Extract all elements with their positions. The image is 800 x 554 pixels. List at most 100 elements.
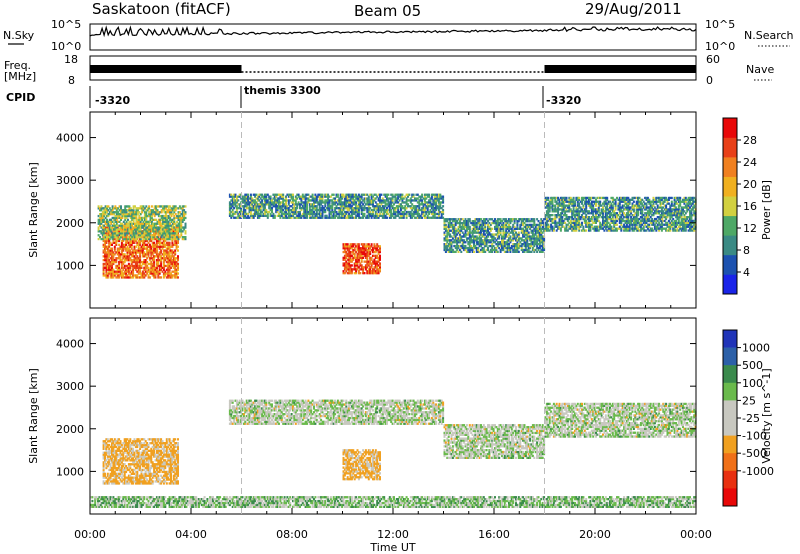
date-title: 29/Aug/2011 bbox=[585, 0, 682, 18]
echo-region bbox=[342, 243, 381, 275]
xtick-label: 20:00 bbox=[579, 528, 611, 541]
ytick-label: 3000 bbox=[56, 174, 84, 187]
noise-left-tick-bottom: 10^0 bbox=[51, 40, 81, 53]
colorbar-tick-label: 16 bbox=[743, 200, 757, 213]
xtick-label: 12:00 bbox=[377, 528, 409, 541]
colorbar-segment bbox=[723, 196, 737, 217]
colorbar-tick-label: 4 bbox=[743, 266, 750, 279]
ytick-label: 2000 bbox=[56, 217, 84, 230]
freq-right-tick-top: 60 bbox=[706, 53, 720, 66]
xtick-label: 00:00 bbox=[74, 528, 106, 541]
xtick-label: 08:00 bbox=[276, 528, 308, 541]
colorbar-segment bbox=[723, 254, 737, 275]
velocity-colorbar-label: Velocity [m s^-1] bbox=[760, 368, 773, 463]
frequency-trace bbox=[90, 65, 696, 73]
colorbar-tick-label: -500 bbox=[742, 447, 767, 460]
colorbar-segment bbox=[723, 137, 737, 158]
echo-region bbox=[443, 218, 546, 253]
colorbar-tick-label: 12 bbox=[743, 222, 757, 235]
power-axes: 1000 2000 3000 4000 bbox=[56, 112, 697, 308]
noise-panel: N.Sky 10^5 10^0 10^5 10^0 N.Search bbox=[3, 18, 794, 53]
colorbar-segment bbox=[723, 330, 737, 348]
noise-left-label: N.Sky bbox=[3, 29, 35, 42]
colorbar-segment bbox=[723, 157, 737, 177]
echo-region bbox=[97, 205, 187, 241]
power-colorbar: 4 8 12 16 20 24 28 bbox=[722, 117, 757, 295]
colorbar-tick-label: 24 bbox=[743, 156, 757, 169]
noise-right-tick-top: 10^5 bbox=[705, 18, 735, 31]
power-colorbar-label: Power [dB] bbox=[760, 180, 773, 240]
ytick-label: 4000 bbox=[56, 132, 84, 145]
colorbar-tick-label: -25 bbox=[742, 412, 760, 425]
velocity-ylabel: Slant Range [km] bbox=[27, 368, 40, 464]
colorbar-segment bbox=[723, 365, 737, 384]
cpid-segment-3: -3320 bbox=[546, 94, 582, 107]
velocity-heatmap bbox=[90, 399, 697, 508]
colorbar-segment bbox=[723, 347, 737, 366]
velocity-colorbar: 1000 500 100 25 -25 -100 -500 -1000 bbox=[722, 329, 774, 507]
freq-band-3 bbox=[544, 65, 696, 73]
echo-region bbox=[102, 438, 179, 485]
colorbar-segment bbox=[723, 453, 737, 472]
xtick-label: 04:00 bbox=[175, 528, 207, 541]
noise-left-tick-top: 10^5 bbox=[51, 18, 81, 31]
freq-left-tick-bottom: 8 bbox=[68, 74, 75, 87]
echo-region bbox=[544, 196, 697, 232]
time-axis-label: Time UT bbox=[369, 541, 415, 554]
freq-right-tick-bottom: 0 bbox=[706, 74, 713, 87]
colorbar-segment bbox=[723, 215, 737, 236]
cpid-label: CPID bbox=[6, 91, 35, 104]
colorbar-segment bbox=[723, 470, 737, 489]
colorbar-segment bbox=[723, 176, 737, 197]
noise-right-tick-bottom: 10^0 bbox=[705, 40, 735, 53]
xtick-label: 16:00 bbox=[478, 528, 510, 541]
ytick-label: 3000 bbox=[56, 380, 84, 393]
noise-trace bbox=[89, 25, 697, 38]
cpid-segment-2: themis 3300 bbox=[244, 84, 321, 97]
beam-title: Beam 05 bbox=[354, 2, 421, 20]
colorbar-segment bbox=[723, 382, 737, 401]
freq-band-1 bbox=[90, 65, 242, 73]
colorbar-tick-label: 25 bbox=[742, 394, 756, 407]
nave-label: Nave bbox=[746, 63, 774, 76]
ytick-label: 1000 bbox=[56, 259, 84, 272]
power-ylabel: Slant Range [km] bbox=[27, 162, 40, 258]
colorbar-segment bbox=[723, 235, 737, 256]
colorbar-tick-label: 20 bbox=[743, 178, 757, 191]
colorbar-segment bbox=[723, 418, 737, 436]
station-title: Saskatoon (fitACF) bbox=[92, 0, 231, 18]
ytick-label: 1000 bbox=[56, 465, 84, 478]
cpid-segment-1: -3320 bbox=[95, 94, 131, 107]
colorbar-tick-label: 100 bbox=[742, 377, 763, 390]
echo-region bbox=[342, 449, 381, 481]
noise-right-label: N.Search bbox=[744, 29, 794, 42]
ytick-label: 4000 bbox=[56, 338, 84, 351]
power-panel: 1000 2000 3000 4000 Slant Range [km] bbox=[27, 111, 697, 309]
colorbar-segment bbox=[723, 274, 737, 295]
noise-line bbox=[89, 25, 697, 38]
colorbar-tick-label: -1000 bbox=[742, 465, 774, 478]
ytick-label: 2000 bbox=[56, 423, 84, 436]
echo-region bbox=[544, 402, 697, 438]
frequency-panel: Freq. [MHz] 18 8 60 0 Nave bbox=[4, 53, 774, 87]
colorbar-tick-label: 1000 bbox=[742, 342, 770, 355]
power-heatmap bbox=[97, 193, 697, 279]
colorbar-segment bbox=[723, 488, 737, 507]
colorbar-tick-label: 28 bbox=[743, 134, 757, 147]
echo-region bbox=[90, 496, 697, 508]
freq-left-tick-top: 18 bbox=[64, 53, 78, 66]
colorbar-segment bbox=[723, 435, 737, 454]
colorbar-segment bbox=[723, 118, 737, 138]
colorbar-tick-label: -100 bbox=[742, 430, 767, 443]
colorbar-segment bbox=[723, 400, 737, 419]
freq-left-label-2: [MHz] bbox=[4, 70, 36, 83]
velocity-axes: 1000 2000 3000 4000 00:00 04:00 08:00 12:00 16:0… bbox=[56, 318, 712, 541]
xtick-label: 00:00 bbox=[680, 528, 712, 541]
cpid-row: CPID -3320 themis 3300 -3320 bbox=[6, 84, 582, 108]
velocity-panel: 1000 2000 3000 4000 00:00 04:00 08:00 12:00 16:0… bbox=[27, 317, 712, 554]
echo-region bbox=[228, 399, 445, 425]
echo-region bbox=[228, 193, 445, 219]
freq-left-label-1: Freq. bbox=[4, 59, 31, 72]
colorbar-tick-label: 500 bbox=[742, 359, 763, 372]
